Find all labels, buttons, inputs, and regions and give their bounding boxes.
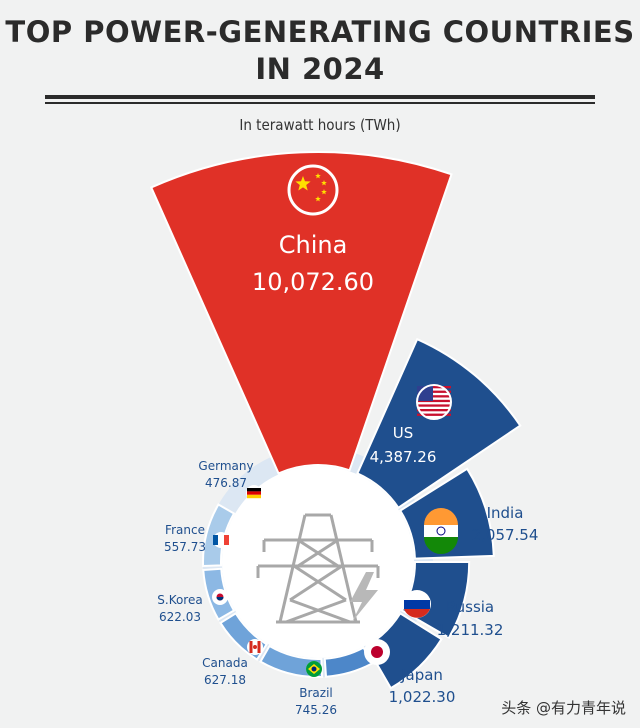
label-germany-value: 476.87: [205, 476, 247, 490]
label-japan-value: 1,022.30: [389, 688, 456, 706]
china-flag-icon: [287, 164, 339, 216]
south-korea-flag-icon: [212, 589, 228, 605]
label-russia-value: 1,211.32: [437, 621, 504, 639]
canada-flag-icon: [247, 639, 263, 655]
label-russia-name: Russia: [446, 598, 494, 616]
germany-flag-icon: [246, 485, 262, 501]
title-line-1: TOP POWER-GENERATING COUNTRIES: [5, 15, 635, 49]
label-canada-value: 627.18: [204, 673, 246, 687]
lightning-icon: [350, 572, 378, 622]
label-brazil-name: Brazil: [299, 686, 333, 700]
title-rule-thick: [45, 95, 595, 99]
france-flag-icon: [213, 532, 229, 548]
label-s-korea-name: S.Korea: [157, 593, 202, 607]
label-japan-name: Japan: [400, 666, 443, 684]
title-rule-thin: [45, 102, 595, 104]
label-china-name: China: [279, 231, 348, 259]
label-brazil-value: 745.26: [295, 703, 337, 717]
chart-title: TOP POWER-GENERATING COUNTRIES IN 2024: [0, 14, 640, 88]
brazil-flag-icon: [306, 661, 322, 677]
us-flag-icon: [416, 384, 452, 420]
label-france-value: 557.73: [164, 540, 206, 554]
slice-us: [356, 337, 522, 510]
japan-flag-icon: [364, 639, 390, 665]
slice-russia: [400, 561, 471, 639]
label-france-name: France: [165, 523, 205, 537]
label-india-name: India: [487, 504, 524, 522]
russia-flag-icon: [403, 590, 431, 618]
title-line-2: IN 2024: [255, 52, 385, 86]
label-s-korea-value: 622.03: [159, 610, 201, 624]
label-china-value: 10,072.60: [252, 268, 374, 296]
label-india-value: 2,057.54: [472, 526, 539, 544]
india-flag-icon: [424, 508, 458, 554]
label-us-name: US: [393, 424, 414, 442]
label-germany-name: Germany: [198, 459, 253, 473]
chart-subtitle: In terawatt hours (TWh): [239, 116, 401, 134]
slice-brazil: [323, 646, 374, 678]
label-canada-name: Canada: [202, 656, 248, 670]
slice-japan: [365, 612, 443, 690]
label-us-value: 4,387.26: [370, 448, 437, 466]
center-disc: [222, 466, 414, 658]
watermark: 头条 @有力青年说: [501, 699, 626, 717]
slice-china: [149, 151, 453, 475]
power-tower-icon: [256, 513, 380, 624]
